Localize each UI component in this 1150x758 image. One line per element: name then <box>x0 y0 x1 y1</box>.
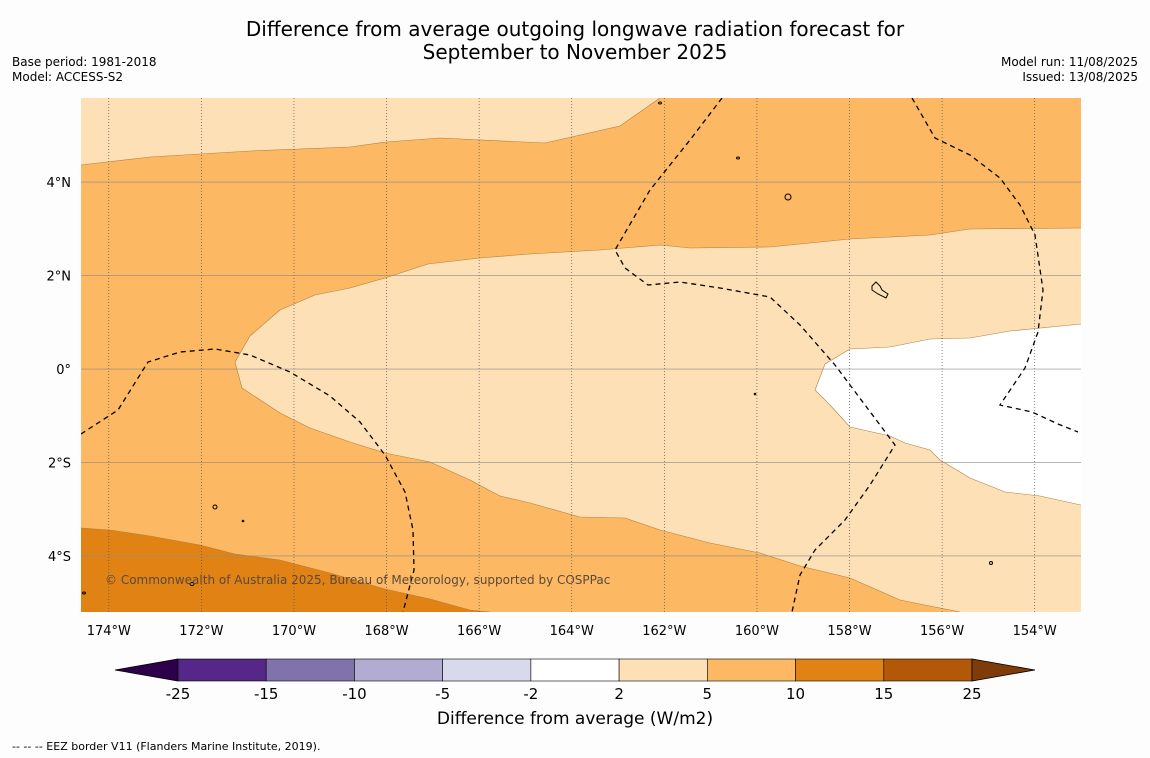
model-text: Model: ACCESS-S2 <box>12 70 124 84</box>
map-gridlines <box>81 98 1081 612</box>
anomaly-2-5-region-north <box>81 98 660 165</box>
colorbar-segment <box>530 658 620 682</box>
islands <box>82 101 993 595</box>
latitude-tick-label: 2°S <box>48 456 71 471</box>
longitude-tick-label: 154°W <box>1013 624 1057 639</box>
colorbar-segment <box>883 658 973 682</box>
colorbar: -25 -15 -10 -5 -2 2 5 10 15 25 <box>114 658 1036 703</box>
latitude-tick-label: 4°S <box>48 550 71 565</box>
colorbar-segment <box>707 658 796 682</box>
latitude-tick-labels: 4°N 2°N 0° 2°S 4°S <box>47 176 72 565</box>
colorbar-tick-label: 2 <box>614 685 624 703</box>
longitude-tick-label: 168°W <box>364 624 408 639</box>
longitude-tick-label: 174°W <box>87 624 131 639</box>
longitude-tick-label: 166°W <box>457 624 501 639</box>
latitude-tick-label: 2°N <box>47 270 72 285</box>
issued-text: Issued: 13/08/2025 <box>1022 70 1138 84</box>
title-line-2: September to November 2025 <box>422 40 728 64</box>
colorbar-under-arrow <box>114 658 179 682</box>
longitude-tick-label: 162°W <box>642 624 686 639</box>
longitude-tick-label: 156°W <box>920 624 964 639</box>
chart-title: Difference from average outgoing longwav… <box>0 18 1150 64</box>
latitude-tick-label: 0° <box>56 363 71 378</box>
colorbar-title: Difference from average (W/m2) <box>436 709 714 729</box>
map-panel: © Commonwealth of Australia 2025, Bureau… <box>81 98 1081 612</box>
colorbar-tick-label: -25 <box>166 685 191 703</box>
longitude-tick-label: 164°W <box>550 624 594 639</box>
colorbar-tick-label: 25 <box>962 685 981 703</box>
contour-lines <box>81 98 1081 612</box>
colorbar-tick-label: -5 <box>435 685 450 703</box>
colorbar-segment <box>618 658 708 682</box>
colorbar-tick-label: 15 <box>874 685 893 703</box>
longitude-tick-label: 160°W <box>735 624 779 639</box>
colorbar-tick-label: -2 <box>523 685 538 703</box>
colorbar-tick-label: -15 <box>254 685 279 703</box>
colorbar-segment <box>442 658 532 682</box>
colorbar-segment <box>354 658 443 682</box>
longitude-tick-label: 170°W <box>272 624 316 639</box>
eez-legend-note: -- -- -- EEZ border V11 (Flanders Marine… <box>12 740 321 753</box>
model-run-text: Model run: 11/08/2025 <box>1000 55 1138 69</box>
colorbar-tick-label: 5 <box>703 685 713 703</box>
latitude-tick-label: 4°N <box>47 176 72 191</box>
anomaly-2-5-region-central <box>235 228 1081 612</box>
anomaly-10-15-region <box>81 528 490 612</box>
colorbar-segment <box>795 658 885 682</box>
colorbar-tick-label: 10 <box>786 685 805 703</box>
copyright-notice: © Commonwealth of Australia 2025, Bureau… <box>105 573 610 587</box>
base-period-text: Base period: 1981-2018 <box>12 55 157 69</box>
eez-borders <box>81 98 1079 612</box>
longitude-tick-labels: 174°W 172°W 170°W 168°W 166°W 164°W 162°W 160°W… <box>87 624 1057 639</box>
colorbar-over-arrow <box>971 658 1036 682</box>
longitude-tick-label: 172°W <box>179 624 223 639</box>
colorbar-tick-label: -10 <box>342 685 367 703</box>
colorbar-segment <box>265 658 355 682</box>
longitude-tick-label: 158°W <box>827 624 871 639</box>
metadata-left: Base period: 1981-2018 Model: ACCESS-S2 <box>12 55 157 85</box>
metadata-right: Model run: 11/08/2025 Issued: 13/08/2025 <box>1001 55 1138 85</box>
title-line-1: Difference from average outgoing longwav… <box>245 17 905 41</box>
colorbar-segment <box>177 658 267 682</box>
